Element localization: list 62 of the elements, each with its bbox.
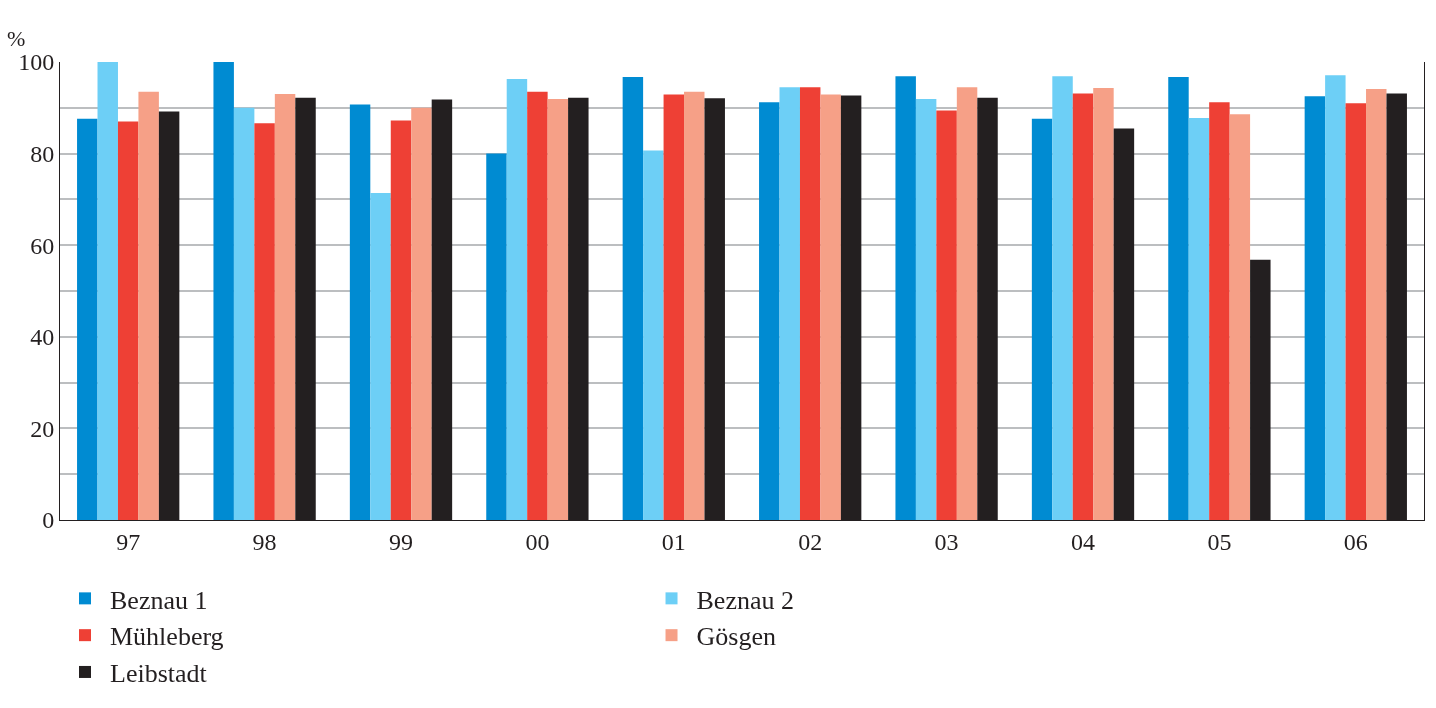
bar — [1168, 77, 1189, 520]
bar — [1093, 88, 1114, 520]
bar — [547, 99, 569, 520]
bar — [1188, 117, 1210, 520]
y-tick-label: 20 — [30, 415, 55, 442]
x-tick-label: 00 — [525, 528, 550, 555]
y-tick-label: 100 — [18, 49, 55, 76]
bar — [527, 91, 548, 520]
x-tick-label: 04 — [1071, 528, 1095, 555]
bar — [77, 118, 98, 520]
y-tick-label: 80 — [30, 141, 55, 167]
bar — [936, 110, 957, 520]
bar — [1304, 96, 1326, 520]
bar — [138, 91, 159, 520]
x-tick-label: 99 — [389, 528, 413, 555]
bar — [820, 94, 841, 520]
legend-label: Beznau 2 — [696, 585, 794, 615]
bar — [799, 87, 821, 520]
bar — [486, 153, 507, 520]
bar — [254, 123, 275, 520]
bar — [233, 107, 255, 520]
bar — [1072, 93, 1094, 520]
x-tick-label: 02 — [798, 528, 823, 555]
bar — [411, 107, 432, 520]
x-tick-label: 98 — [252, 528, 277, 555]
bar — [1345, 103, 1367, 520]
bar — [915, 99, 937, 520]
x-tick-label: 05 — [1207, 528, 1232, 555]
bar — [643, 150, 664, 520]
bar — [895, 76, 916, 520]
x-tick-label: 97 — [116, 528, 141, 555]
y-tick-label: 60 — [30, 232, 55, 259]
bar — [370, 192, 391, 520]
bar — [213, 62, 234, 520]
bar — [390, 120, 412, 520]
bar — [663, 94, 685, 520]
y-tick-label: 0 — [42, 507, 55, 534]
bar — [97, 62, 118, 520]
x-tick-label: 06 — [1343, 528, 1368, 555]
bar — [1031, 118, 1053, 520]
bar — [506, 78, 528, 520]
y-tick-label: 40 — [30, 324, 55, 351]
bar — [1229, 114, 1251, 520]
bar — [779, 87, 800, 520]
bar — [117, 121, 139, 520]
bar — [1052, 76, 1073, 520]
bar — [622, 77, 644, 520]
bar — [956, 87, 978, 520]
x-tick-label: 01 — [661, 528, 686, 555]
bar — [274, 94, 296, 520]
y-axis-title: % — [7, 26, 26, 51]
bar — [1325, 75, 1346, 520]
legend-label: Mühleberg — [110, 622, 224, 652]
x-tick-label: 03 — [934, 528, 959, 555]
legend-label: Gösgen — [696, 622, 776, 652]
bar — [1209, 102, 1230, 520]
bar — [1366, 89, 1387, 520]
bar — [684, 91, 705, 520]
legend-label: Leibstadt — [110, 659, 208, 689]
bar — [759, 102, 780, 520]
legend-label: Beznau 1 — [110, 585, 208, 615]
bar — [349, 104, 371, 520]
